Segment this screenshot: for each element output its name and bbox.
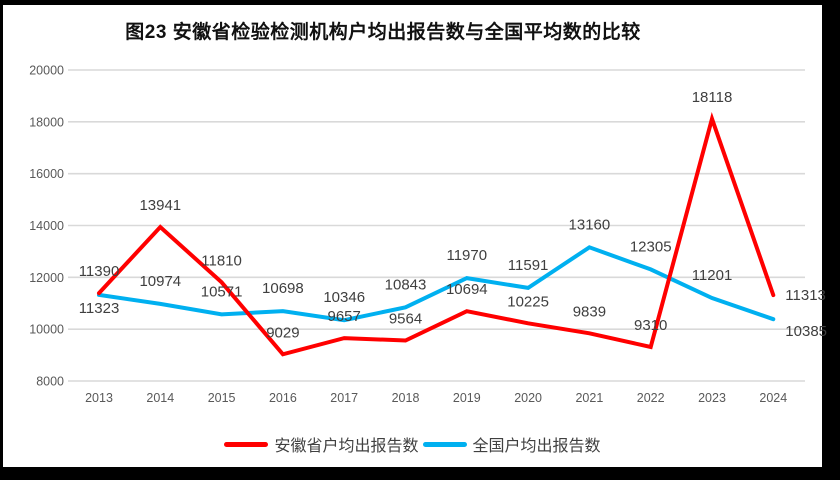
data-label: 11323 [79,300,120,317]
frame-border-left [0,0,3,480]
x-axis-tick-label: 2013 [85,391,113,405]
y-axis-tick-label: 16000 [29,167,64,181]
x-axis-tick-label: 2024 [759,391,787,405]
x-axis-tick-label: 2015 [208,391,236,405]
x-axis-tick-label: 2018 [392,391,420,405]
legend-label-anhui: 安徽省户均出报告数 [274,438,419,455]
frame-border-top [0,0,840,5]
y-axis-tick-label: 20000 [29,64,64,78]
x-axis-tick-label: 2021 [575,391,603,405]
data-label: 10974 [139,273,181,290]
legend-swatch-anhui [224,441,269,447]
data-label: 10225 [507,293,549,310]
data-label: 10698 [262,280,304,297]
data-label: 10346 [323,289,365,306]
chart-title: 图23 安徽省检验检测机构户均出报告数与全国平均数的比较 [125,22,641,43]
data-label: 11201 [692,267,733,284]
data-label: 13160 [569,216,611,233]
data-label: 10385 [785,323,827,340]
data-label: 9657 [328,308,361,325]
data-label: 11970 [446,247,487,264]
y-axis-tick-label: 10000 [29,323,64,337]
legend: 安徽省户均出报告数 全国户均出报告数 [3,432,822,456]
x-axis-tick-label: 2020 [514,391,542,405]
legend-item-national: 全国户均出报告数 [422,432,601,456]
data-label: 11390 [79,263,120,280]
x-axis-tick-label: 2016 [269,391,297,405]
y-axis-tick-label: 8000 [36,375,64,389]
data-label: 9310 [634,317,667,334]
x-axis-tick-label: 2022 [637,391,665,405]
data-label: 13941 [139,197,181,214]
data-label: 11591 [508,257,549,274]
data-label: 11313 [785,287,826,304]
x-axis-tick-label: 2019 [453,391,481,405]
y-axis-tick-label: 18000 [29,115,64,129]
x-axis-tick-label: 2023 [698,391,726,405]
data-label: 11810 [201,252,242,269]
legend-label-national: 全国户均出报告数 [472,438,601,455]
y-axis-tick-label: 12000 [29,271,64,285]
frame-border-right [822,0,840,480]
series-line-anhui [97,112,776,357]
legend-item-anhui: 安徽省户均出报告数 [224,432,419,456]
data-label: 10843 [385,276,427,293]
data-label: 9839 [573,303,606,320]
data-label: 18118 [692,89,733,106]
data-label: 12305 [630,238,672,255]
data-label: 9564 [389,310,422,327]
series-line-national [97,245,776,323]
legend-swatch-national [422,441,467,447]
data-label: 9029 [266,324,299,341]
x-axis-tick-label: 2014 [146,391,174,405]
data-label: 10571 [201,283,243,300]
frame-border-bottom [0,467,840,480]
y-axis-tick-label: 14000 [29,219,64,233]
data-label: 10694 [446,281,488,298]
x-axis-tick-label: 2017 [330,391,358,405]
